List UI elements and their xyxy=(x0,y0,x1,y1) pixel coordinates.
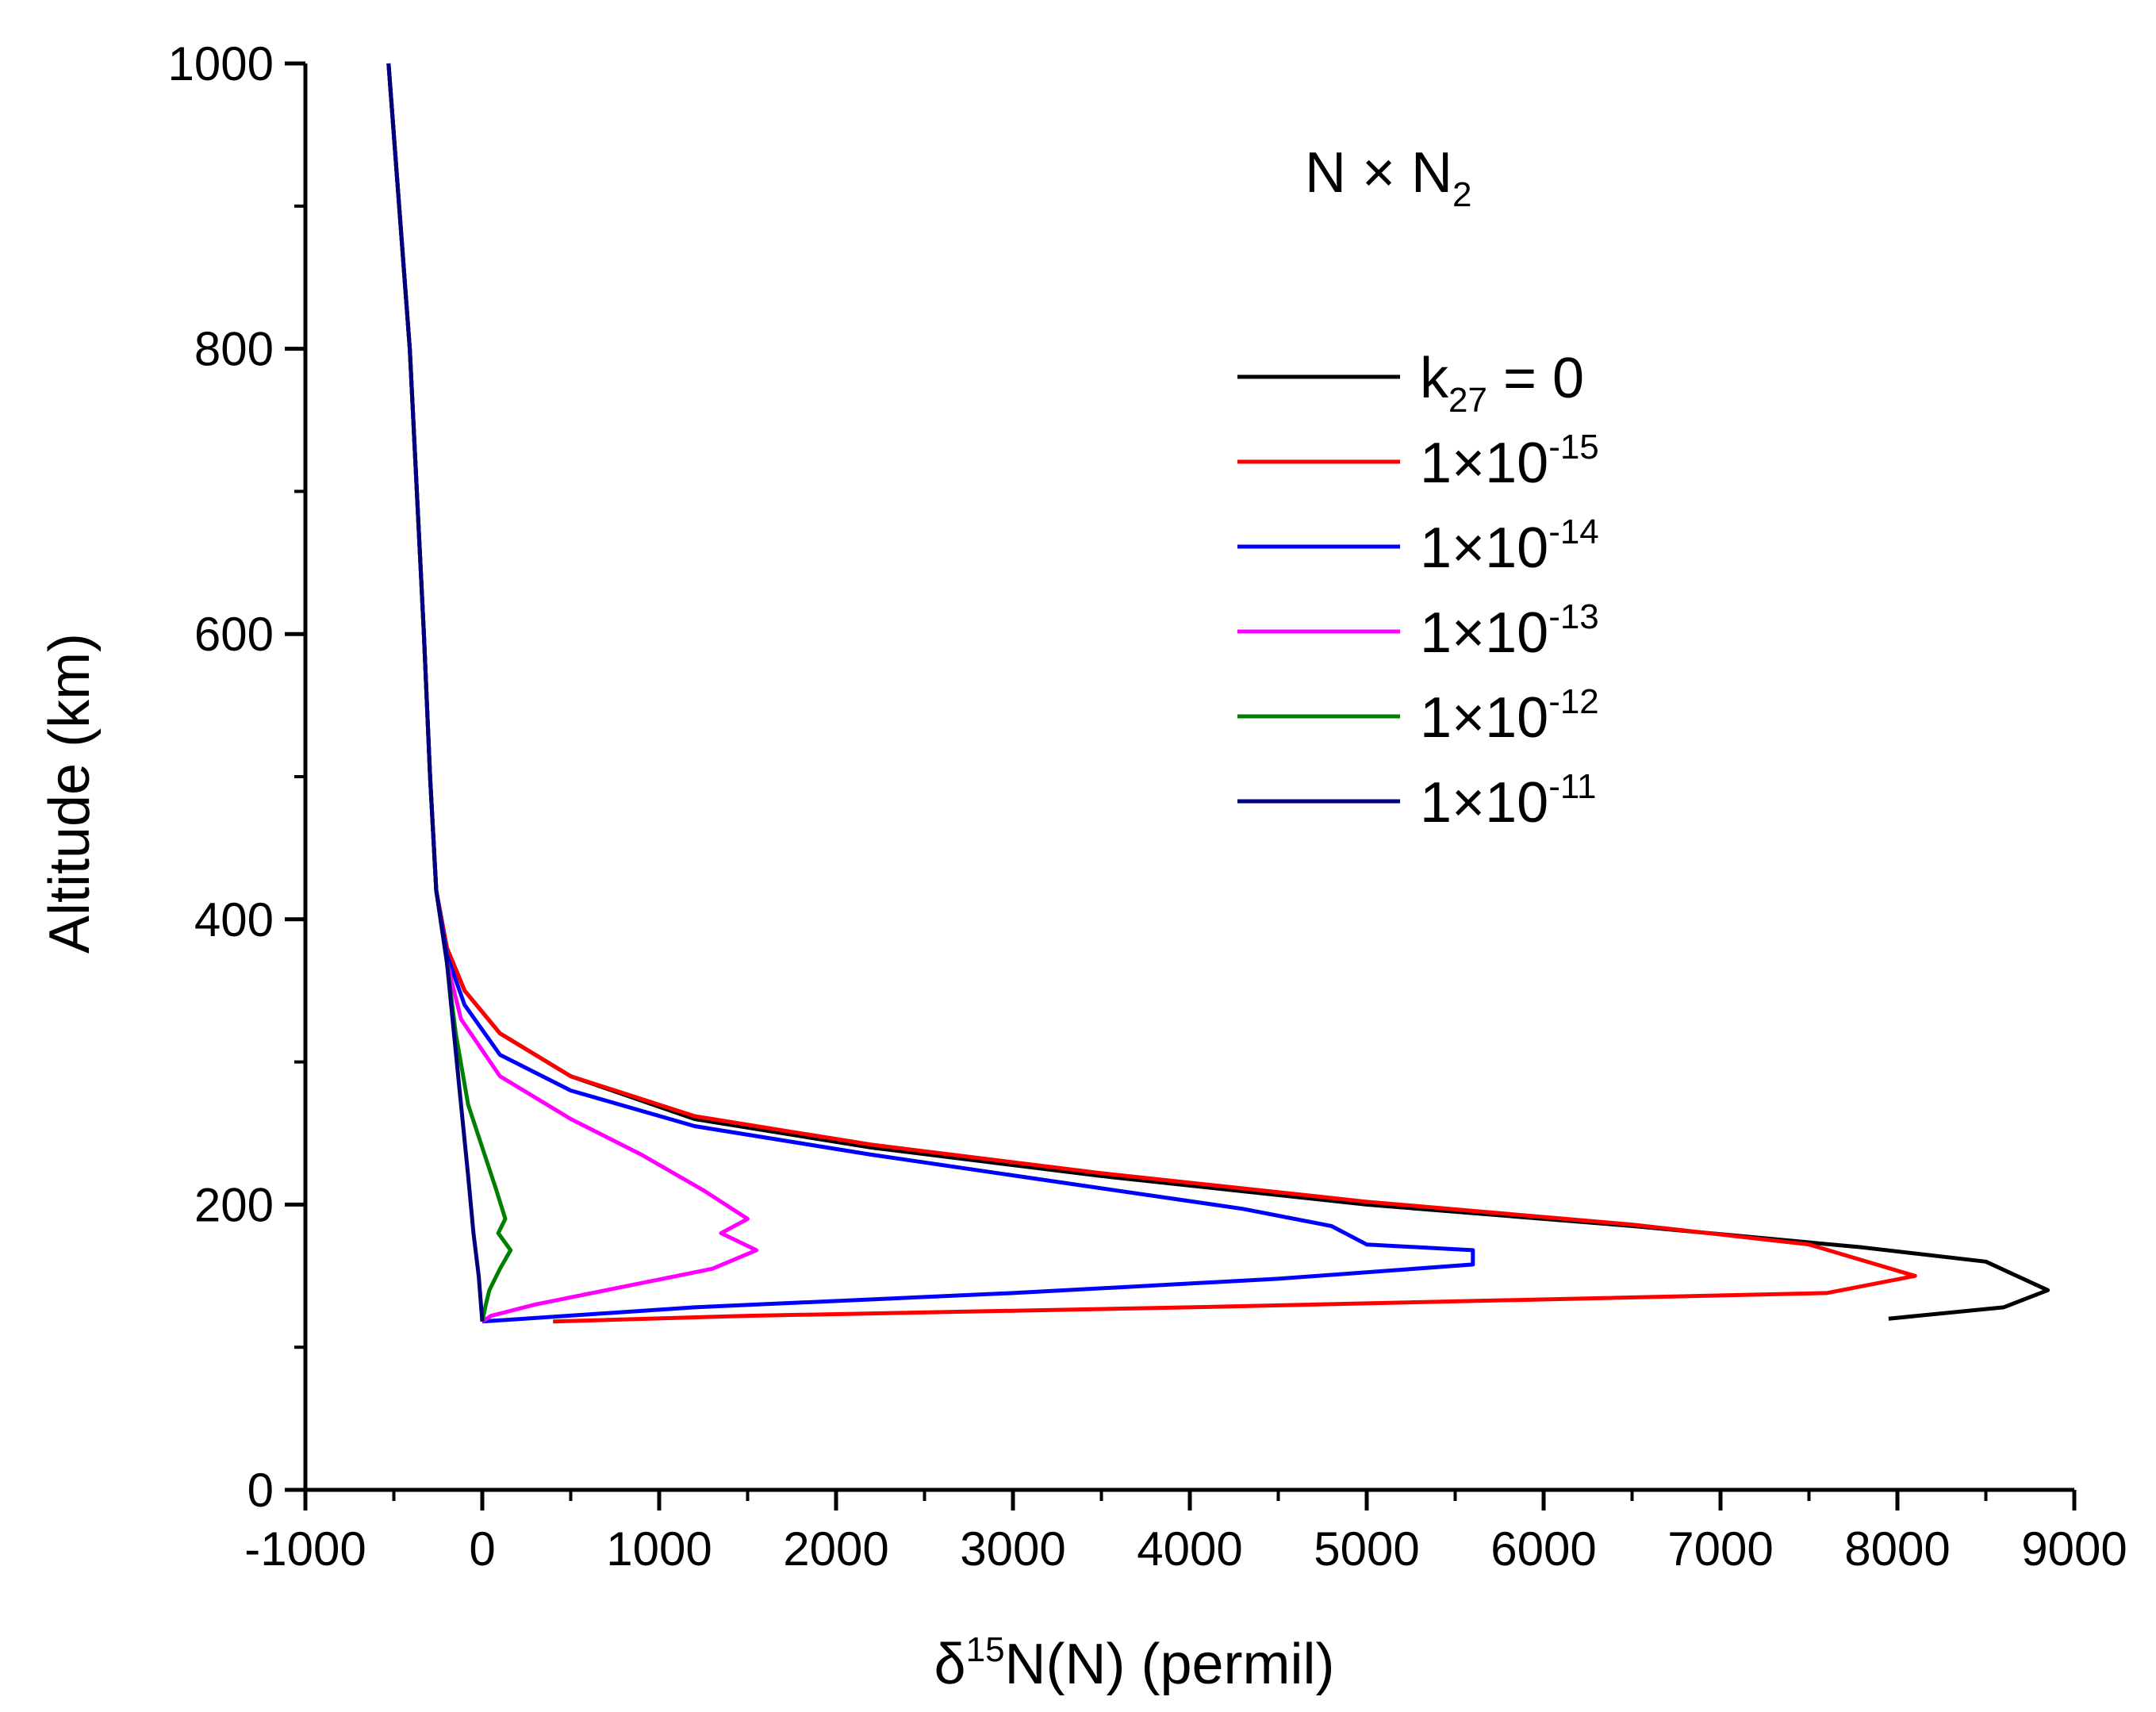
x-tick-label: 9000 xyxy=(2021,1522,2127,1576)
y-tick-label: 0 xyxy=(247,1464,274,1517)
plot-lines xyxy=(386,63,2051,1324)
x-axis-title-prefix: δ xyxy=(934,1633,966,1696)
legend-label-2: 1×10-14 xyxy=(1420,512,1599,580)
x-tick-label: 7000 xyxy=(1667,1522,1773,1576)
y-tick-label: 1000 xyxy=(168,37,274,90)
series-line-2 xyxy=(386,63,1475,1324)
x-tick-label: 3000 xyxy=(960,1522,1065,1576)
series-line-3 xyxy=(386,63,759,1323)
y-tick-label: 800 xyxy=(194,323,274,376)
x-tick-label: 5000 xyxy=(1314,1522,1419,1576)
x-axis-title-sup: 15 xyxy=(966,1630,1005,1669)
x-axis-title-rest: N(N) (permil) xyxy=(1005,1633,1335,1696)
series-line-0 xyxy=(386,63,2051,1321)
legend-item-1: 1×10-15 xyxy=(1237,428,1599,495)
x-tick-label: 6000 xyxy=(1490,1522,1596,1576)
x-tick-label: 2000 xyxy=(783,1522,888,1576)
axes xyxy=(285,61,2077,1510)
legend-label-0: k27 = 0 xyxy=(1420,347,1584,420)
x-tick-label: 0 xyxy=(469,1522,495,1576)
y-axis-title: Altitude (km) xyxy=(38,633,102,954)
y-tick-label: 600 xyxy=(194,608,274,661)
tick-labels: -1000 0 1000 2000 3000 4000 5000 6000 7000 8000 90… xyxy=(168,37,2127,1576)
legend-item-4: 1×10-12 xyxy=(1237,682,1599,750)
legend-item-3: 1×10-13 xyxy=(1237,597,1599,665)
legend-label-1: 1×10-15 xyxy=(1420,428,1599,495)
x-axis-title: δ15N(N) (permil) xyxy=(934,1630,1335,1696)
legend-label-5: 1×10-11 xyxy=(1420,767,1597,835)
legend: k27 = 0 1×10-15 1×10-14 1×10-13 1×10-12 1×10-… xyxy=(1237,347,1599,835)
series-line-1 xyxy=(386,63,1917,1324)
legend-title: N × N2 xyxy=(1305,141,1472,214)
legend-item-5: 1×10-11 xyxy=(1237,767,1597,835)
series-line-5 xyxy=(386,63,485,1322)
x-tick-label: 1000 xyxy=(606,1522,712,1576)
y-tick-label: 200 xyxy=(194,1178,274,1231)
legend-item-2: 1×10-14 xyxy=(1237,512,1599,580)
x-tick-label: -1000 xyxy=(244,1522,366,1576)
legend-label-3: 1×10-13 xyxy=(1420,597,1599,665)
legend-title-sub: 2 xyxy=(1452,175,1471,214)
y-tick-label: 400 xyxy=(194,893,274,946)
legend-label-4: 1×10-12 xyxy=(1420,682,1599,750)
legend-item-0: k27 = 0 xyxy=(1237,347,1584,420)
x-tick-label: 4000 xyxy=(1137,1522,1242,1576)
series-line-4 xyxy=(386,63,513,1322)
legend-title-main: N × N xyxy=(1305,141,1452,205)
x-tick-label: 8000 xyxy=(1844,1522,1950,1576)
